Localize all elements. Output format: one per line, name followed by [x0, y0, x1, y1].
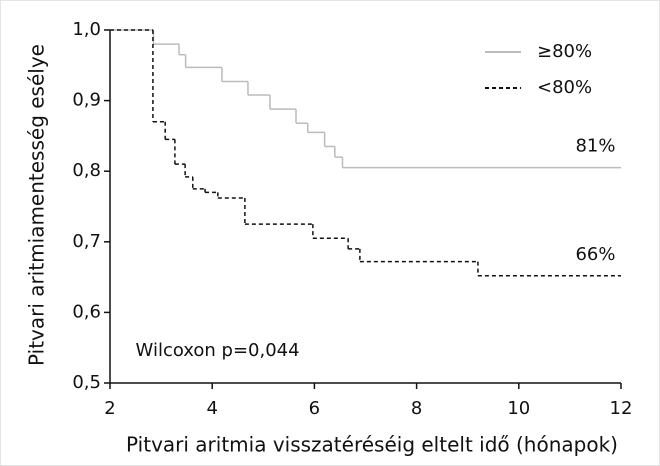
x-tick-label: 4	[206, 398, 217, 419]
x-tick-label: 6	[309, 398, 320, 419]
annotation: 81%	[575, 135, 615, 156]
x-tick-label: 10	[507, 398, 530, 419]
y-axis-label: Pitvari aritmiamentesség esélye	[25, 44, 49, 366]
y-tick-label: 1,0	[72, 19, 101, 40]
y-tick-label: 0,9	[72, 90, 101, 111]
y-tick-label: 0,7	[72, 231, 101, 252]
x-tick-label: 2	[104, 398, 115, 419]
x-tick-label: 12	[610, 398, 633, 419]
annotation: Wilcoxon p=0,044	[136, 340, 300, 361]
legend-label: <80%	[537, 77, 592, 98]
y-tick-label: 0,6	[72, 301, 101, 322]
y-tick-label: 0,5	[72, 372, 101, 393]
x-tick-label: 8	[411, 398, 422, 419]
y-tick-label: 0,8	[72, 160, 101, 181]
x-axis-label: Pitvari aritmia visszatéréséig eltelt id…	[126, 433, 618, 457]
legend-label: ≥80%	[537, 41, 592, 62]
annotation: 66%	[575, 244, 615, 265]
